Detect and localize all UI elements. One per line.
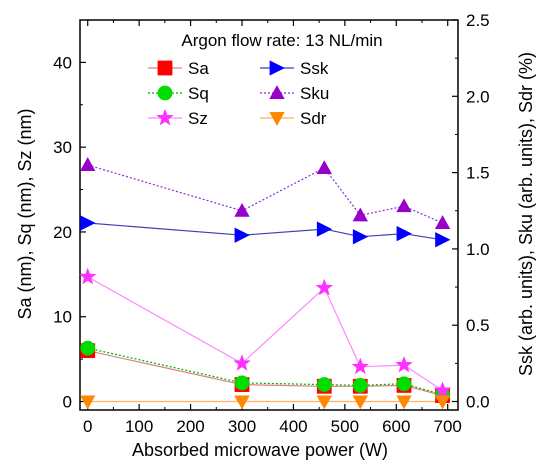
data-point-sz — [433, 381, 452, 398]
ticks: 0 100 200 300 400 500 600 700 0 10 20 30 40 0.0 0.5 1.0… — [53, 11, 490, 436]
data-point-sq — [80, 340, 96, 356]
series-lines — [87, 164, 443, 403]
legend-title: Argon flow rate: 13 NL/min — [181, 31, 382, 50]
data-point-sku — [234, 202, 250, 217]
y-right-tick-label: 2.5 — [466, 11, 490, 30]
x-tick-label: 0 — [83, 417, 92, 436]
legend-label-sq: Sq — [188, 84, 209, 103]
data-point-sq — [316, 377, 332, 392]
series-line-ssk — [87, 222, 443, 241]
plot-frame — [79, 19, 459, 411]
legend-label-sa: Sa — [188, 59, 209, 78]
data-point-sq — [352, 378, 368, 393]
y-left-tick-label: 10 — [53, 308, 72, 327]
legend-marker-sa — [157, 60, 173, 76]
data-point-ssk — [316, 221, 333, 237]
data-point-ssk — [352, 229, 369, 245]
data-point-sz — [79, 267, 97, 285]
data-point-sdr — [316, 395, 332, 410]
y-left-tick-label: 30 — [53, 138, 72, 157]
data-point-sz — [315, 278, 333, 296]
data-point-ssk — [435, 232, 451, 248]
legend-label-ssk: Ssk — [300, 59, 329, 78]
x-tick-label: 700 — [434, 417, 462, 436]
y-left-tick-label: 0 — [63, 393, 72, 412]
series-markers — [79, 157, 452, 410]
data-point-sdr — [80, 395, 96, 410]
data-point-sku — [316, 160, 332, 175]
data-point-sku — [352, 207, 368, 222]
data-point-sz — [351, 357, 369, 375]
data-point-sq — [396, 376, 412, 392]
data-point-sku — [434, 215, 451, 229]
legend-label-sdr: Sdr — [300, 109, 327, 128]
series-line-sa — [87, 350, 443, 397]
legend-marker-sdr — [269, 112, 285, 126]
y-axis-right-label: Ssk (arb. units), Sku (arb. units), Sdr … — [516, 52, 536, 376]
legend-marker-sq — [157, 85, 173, 101]
y-right-tick-label: 1.0 — [466, 240, 490, 259]
legend-label-sku: Sku — [300, 84, 329, 103]
x-tick-label: 500 — [331, 417, 359, 436]
legend-marker-ssk — [269, 60, 285, 76]
data-point-sdr — [352, 395, 368, 410]
x-tick-label: 400 — [279, 417, 307, 436]
y-right-tick-label: 1.5 — [466, 164, 490, 183]
legend-items: Sa Ssk Sq Sku Sz Sdr — [148, 59, 329, 128]
legend-label-sz: Sz — [188, 109, 208, 128]
data-point-sz — [233, 354, 251, 371]
series-line-sku — [87, 164, 443, 224]
series-line-sz — [87, 276, 443, 392]
x-tick-label: 200 — [176, 417, 204, 436]
y-left-tick-label: 40 — [53, 53, 72, 72]
x-axis-label: Absorbed microwave power (W) — [132, 440, 388, 460]
y-right-tick-label: 2.0 — [466, 87, 490, 106]
data-point-sdr — [434, 395, 451, 410]
legend-marker-sku — [269, 85, 285, 99]
data-point-ssk — [234, 227, 250, 243]
data-point-sq — [234, 375, 250, 391]
data-point-sdr — [234, 395, 250, 410]
y-left-tick-label: 20 — [53, 223, 72, 242]
x-tick-label: 100 — [125, 417, 153, 436]
data-point-sz — [395, 355, 413, 373]
y-right-tick-label: 0.5 — [466, 316, 490, 335]
series-line-sq — [87, 347, 443, 396]
data-point-sku — [80, 157, 96, 171]
data-point-sdr — [396, 395, 412, 410]
y-axis-left-label: Sa (nm), Sq (nm), Sz (nm) — [15, 108, 35, 319]
y-right-tick-label: 0.0 — [466, 393, 490, 412]
data-point-ssk — [80, 215, 96, 231]
data-point-sku — [396, 198, 412, 213]
legend-marker-sz — [156, 108, 174, 126]
x-tick-label: 300 — [228, 417, 256, 436]
data-point-ssk — [396, 226, 412, 242]
x-tick-label: 600 — [382, 417, 410, 436]
